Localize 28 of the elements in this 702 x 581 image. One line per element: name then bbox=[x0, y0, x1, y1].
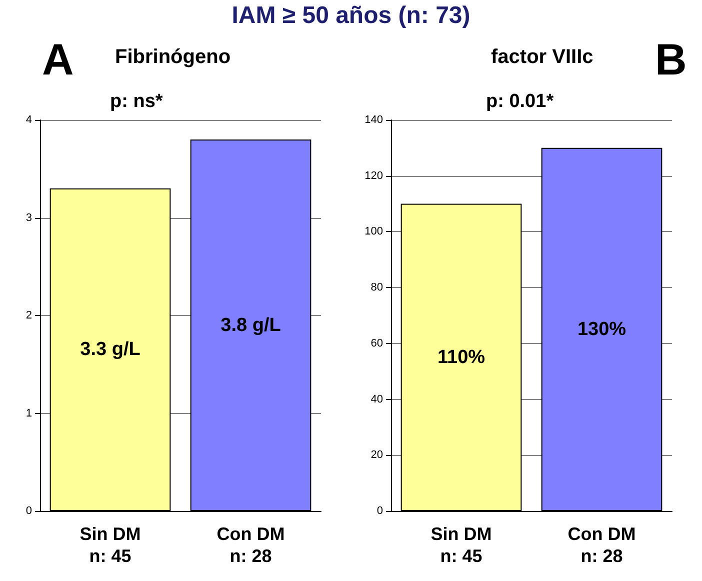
y-tick-label: 4 bbox=[26, 114, 32, 126]
x-tick-label: Con DM n: 28 bbox=[216, 524, 285, 566]
data-label: 3.3 g/L bbox=[80, 339, 141, 360]
text: p: ns* bbox=[110, 91, 164, 112]
chart-subtitle: factor VIIIc bbox=[491, 46, 594, 68]
y-tick-label: 140 bbox=[364, 114, 383, 126]
y-tick-label: 100 bbox=[364, 226, 383, 238]
y-tick-label: 120 bbox=[364, 170, 383, 182]
chart-title: IAM ≥ 50 años (n: 73) bbox=[230, 2, 472, 30]
text: p: 0.01* bbox=[486, 91, 554, 112]
x-tick-label: Sin DM n: 45 bbox=[80, 524, 141, 566]
y-tick-label: 3 bbox=[26, 212, 32, 224]
x-tick-label: Sin DM n: 45 bbox=[430, 524, 492, 566]
y-tick-label: 20 bbox=[370, 449, 383, 462]
text: B bbox=[655, 36, 687, 84]
chart-subtitle: Fibrinógeno bbox=[115, 46, 231, 68]
y-tick-label: 40 bbox=[370, 393, 383, 406]
text: A bbox=[42, 36, 74, 84]
y-tick-label: 60 bbox=[370, 337, 383, 350]
x-tick-label: Con DM n: 28 bbox=[568, 524, 636, 566]
y-tick-label: 2 bbox=[26, 310, 32, 322]
y-tick-label: 80 bbox=[370, 282, 383, 294]
data-label: 3.8 g/L bbox=[220, 314, 282, 336]
y-tick-label: 0 bbox=[376, 505, 383, 517]
data-label: 130% bbox=[577, 318, 626, 340]
y-tick-label: 1 bbox=[26, 407, 32, 420]
data-label: 110% bbox=[437, 346, 486, 368]
y-tick-label: 0 bbox=[26, 505, 32, 517]
